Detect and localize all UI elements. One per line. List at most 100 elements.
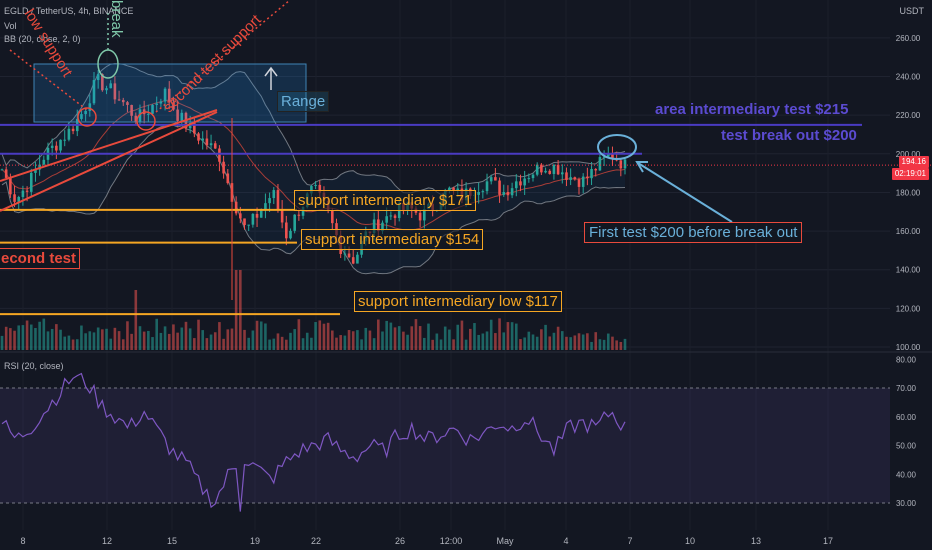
candle-body	[489, 177, 493, 182]
candle-body	[573, 177, 577, 180]
volume-bar	[619, 341, 623, 350]
volume-bar	[372, 338, 376, 350]
time-tick-label: 22	[311, 536, 321, 546]
candle-body	[218, 148, 221, 162]
volume-bar	[611, 336, 614, 350]
volume-bar	[163, 326, 167, 350]
candle-body	[552, 164, 556, 174]
candle-body	[452, 187, 455, 191]
candle-body	[59, 139, 62, 151]
candle-body	[569, 177, 572, 180]
low-support-circle	[77, 107, 97, 127]
volume-bar	[468, 328, 472, 350]
candle-body	[71, 128, 75, 132]
time-tick-label: 26	[395, 536, 405, 546]
time-tick-label: 12	[102, 536, 112, 546]
volume-bar	[322, 323, 326, 350]
volume-bar	[460, 320, 464, 350]
range-arrowhead	[264, 66, 278, 77]
volume-bar	[213, 332, 217, 350]
price-axis[interactable]: 100.00 120.00 140.00 160.00 180.00 200.00 220.…	[896, 34, 921, 508]
candle-body	[130, 104, 133, 116]
candle-body	[67, 128, 71, 140]
time-tick-label: 13	[751, 536, 761, 546]
candle-body	[347, 253, 351, 258]
volume-bar	[377, 319, 380, 350]
volume-bar	[147, 330, 150, 350]
time-tick-label: 19	[250, 536, 260, 546]
volume-bar	[544, 324, 547, 350]
volume-bar	[289, 332, 292, 350]
price-tick-label: 260.00	[896, 34, 921, 43]
candle-body	[289, 230, 292, 239]
rsi-tick-label: 30.00	[896, 499, 917, 508]
volume-bar	[510, 322, 514, 350]
candle-body	[180, 112, 184, 121]
volume-bar	[4, 326, 8, 350]
rsi-tick-label: 40.00	[896, 470, 917, 479]
volume-bar	[301, 338, 305, 350]
volume-bar	[75, 339, 79, 350]
price-tick-label: 200.00	[896, 150, 921, 159]
volume-bar	[331, 330, 334, 350]
volume-bar	[293, 329, 296, 350]
candle-body	[117, 99, 121, 101]
volume-bar	[297, 319, 301, 350]
volume-bar	[326, 322, 330, 350]
time-tick-label: 10	[685, 536, 695, 546]
volume-bar	[151, 337, 154, 350]
volume-bar	[67, 335, 71, 350]
candle-body	[448, 187, 451, 192]
candle-body	[423, 208, 426, 221]
annotation-test-break-out: test break out $200	[721, 127, 857, 144]
time-axis[interactable]: 8 12 15 19 22 26 12:00 May 4 7 10 13 17	[20, 536, 833, 546]
volume-bar	[34, 328, 37, 350]
candle-body	[498, 180, 501, 195]
volume-bar	[17, 325, 21, 350]
candle-body	[385, 216, 388, 223]
candle-body	[577, 179, 581, 187]
volume-bar	[101, 329, 104, 350]
price-tick-label: 220.00	[896, 111, 921, 120]
candle-body	[351, 257, 355, 264]
volume-bar	[63, 336, 67, 350]
candle-body	[594, 168, 598, 171]
annotation-support-171: support intermediary $171	[294, 190, 477, 211]
candle-body	[485, 181, 489, 192]
volume-bar	[25, 320, 29, 350]
candle-body	[556, 164, 560, 175]
volume-bar	[117, 331, 121, 350]
volume-bar	[218, 322, 221, 350]
candle-body	[251, 213, 255, 225]
volume-bar	[193, 338, 196, 350]
candle-body	[293, 214, 296, 231]
volume-bar	[205, 338, 209, 350]
candle-body	[55, 145, 58, 151]
candle-body	[540, 164, 543, 173]
candle-body	[176, 109, 179, 121]
volume-bar	[222, 338, 225, 350]
candle-body	[456, 188, 460, 191]
bb-legend: BB (20, close, 2, 0)	[4, 34, 81, 44]
candle-body	[502, 191, 506, 195]
candle-body	[560, 172, 564, 175]
volume-bar	[423, 337, 426, 350]
volume-bar	[514, 323, 518, 350]
volume-bar	[343, 335, 347, 350]
volume-bar	[606, 333, 610, 350]
volume-bar	[96, 327, 100, 350]
time-tick-label: 7	[627, 536, 632, 546]
volume-bar	[410, 326, 414, 350]
volume-bar	[255, 320, 259, 350]
candle-body	[4, 169, 8, 178]
bb-fill	[2, 63, 625, 274]
volume-bar	[276, 333, 280, 350]
volume-bar	[385, 320, 388, 350]
volume-bar	[13, 330, 16, 350]
volume-bar	[142, 331, 146, 350]
time-tick-label: 17	[823, 536, 833, 546]
annotation-area-intermediary: area intermediary test $215	[655, 101, 849, 118]
candle-body	[0, 169, 4, 171]
volume-bar	[414, 319, 418, 350]
